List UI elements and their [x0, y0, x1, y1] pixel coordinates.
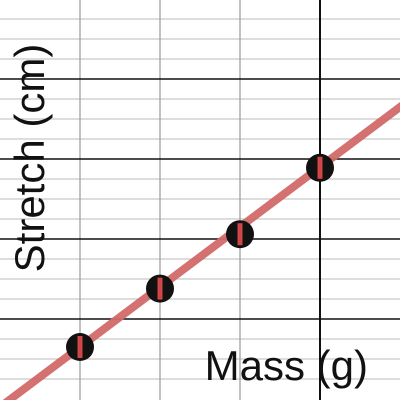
minor-gridlines	[0, 18, 400, 380]
x-axis-label: Mass (g)	[205, 342, 368, 389]
data-points-layer	[66, 153, 334, 361]
fit-line-layer	[2, 102, 400, 400]
best-fit-line	[2, 102, 400, 400]
y-axis-label: Stretch (cm)	[6, 44, 53, 273]
